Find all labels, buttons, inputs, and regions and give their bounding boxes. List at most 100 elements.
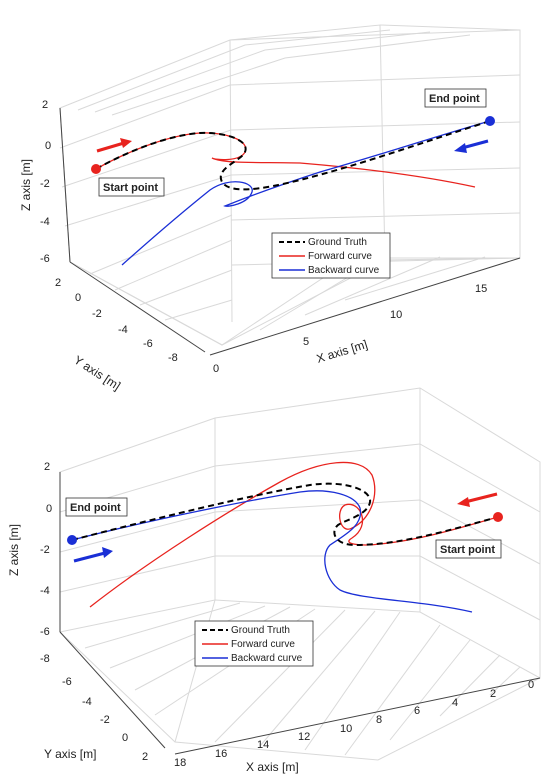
grid-line: [59, 599, 541, 679]
legend-entry: Forward curve: [231, 639, 295, 650]
z-tick: -4: [40, 216, 50, 228]
x-tick: 5: [303, 336, 309, 348]
grid-line: [114, 239, 233, 291]
grid-line: [439, 654, 501, 717]
plot-top: 2 0 -2 -4 -6 2 0 -2 -4 -6 -8 0 5 10 15 Z…: [19, 24, 521, 393]
grid-line: [59, 499, 541, 565]
y-tick: -2: [92, 308, 102, 320]
y-tick: -8: [40, 653, 50, 665]
x-tick: 4: [452, 697, 458, 709]
end-point-label: End point: [70, 502, 121, 514]
x-axis-label: X axis [m]: [246, 760, 299, 774]
x-tick: 15: [475, 283, 487, 295]
grid-line: [59, 74, 521, 149]
legend-entry: Ground Truth: [231, 625, 290, 636]
y-tick: -4: [118, 324, 128, 336]
legend-entry: Backward curve: [308, 265, 380, 276]
x-tick: 0: [213, 363, 219, 375]
y-tick: 0: [122, 732, 128, 744]
y-axis-label: Y axis [m]: [44, 747, 96, 761]
end-marker: [485, 116, 495, 126]
x-tick: 0: [528, 679, 534, 691]
y-tick: 0: [75, 292, 81, 304]
z-tick: -6: [40, 253, 50, 265]
grid-line: [344, 256, 486, 301]
legend-top: Ground Truth Forward curve Backward curv…: [271, 232, 391, 279]
start-marker: [493, 512, 503, 522]
y-tick: -4: [82, 696, 92, 708]
backward-arrow-icon: [454, 139, 489, 153]
z-tick: 2: [42, 99, 48, 111]
x-axis-line: [174, 677, 541, 755]
end-point-label: End point: [429, 93, 480, 105]
y-tick: 2: [55, 277, 61, 289]
z-tick: -2: [40, 544, 50, 556]
grid-line: [139, 269, 233, 306]
z-axis-line: [59, 107, 71, 263]
y-axis-line: [59, 631, 166, 749]
start-point-callout: Start point: [435, 539, 502, 559]
grid-line: [489, 666, 521, 696]
grid-line: [389, 639, 471, 741]
y-axis-line: [69, 261, 206, 353]
grid-line: [94, 31, 431, 113]
legend-entry: Backward curve: [231, 653, 303, 664]
x-tick: 10: [340, 723, 352, 735]
plot-bottom: 2 0 -2 -4 -6 -8 -6 -4 -2 0 2 18 16 14 12…: [7, 387, 541, 774]
x-tick: 12: [298, 731, 310, 743]
end-point-callout: End point: [424, 88, 487, 108]
series-forward-curve: [95, 132, 476, 188]
grid-line: [214, 609, 346, 743]
x-axis-line: [209, 257, 521, 356]
y-tick: 2: [142, 751, 148, 763]
end-point-callout: End point: [65, 497, 128, 517]
series-forward-curve: [89, 461, 499, 608]
grid-line: [109, 605, 266, 669]
z-tick: 0: [45, 140, 51, 152]
grid-line: [229, 29, 521, 41]
x-tick: 16: [215, 748, 227, 760]
backward-arrow-icon: [73, 547, 113, 563]
x-tick: 8: [376, 714, 382, 726]
x-tick: 2: [490, 688, 496, 700]
grid-line: [69, 259, 351, 346]
x-tick: 18: [174, 757, 186, 769]
series-backward-curve: [121, 120, 491, 266]
grid-line: [77, 29, 391, 111]
forward-arrow-icon: [96, 138, 132, 153]
grid-line: [111, 34, 471, 116]
grid-line: [304, 256, 441, 316]
legend-entry: Forward curve: [308, 251, 372, 262]
legend-bottom: Ground Truth Forward curve Backward curv…: [194, 620, 314, 667]
z-tick: -6: [40, 626, 50, 638]
y-axis-label: Y axis [m]: [71, 353, 123, 393]
grid-line: [59, 443, 541, 513]
forward-arrow-icon: [457, 492, 498, 507]
grid-bottom: [59, 387, 541, 761]
grid-line: [89, 214, 233, 275]
grid-line: [59, 555, 541, 621]
grid-line: [344, 624, 441, 756]
start-marker: [91, 164, 101, 174]
grid-line: [259, 610, 376, 747]
start-point-label: Start point: [103, 182, 158, 194]
grid-line: [64, 167, 521, 227]
x-tick: 10: [390, 309, 402, 321]
grid-line: [229, 39, 233, 323]
grid-line: [379, 24, 521, 261]
y-tick: -6: [143, 338, 153, 350]
end-marker: [67, 535, 77, 545]
x-tick: 14: [257, 739, 269, 751]
series-backward-curve: [71, 490, 473, 613]
grid-line: [304, 611, 401, 751]
z-axis-label: Z axis [m]: [19, 159, 33, 211]
x-axis-label: X axis [m]: [315, 337, 369, 366]
y-tick: -2: [100, 714, 110, 726]
z-tick: -4: [40, 585, 50, 597]
series-ground-truth: [71, 482, 499, 547]
z-tick: 0: [46, 503, 52, 515]
grid-line: [84, 602, 241, 649]
y-tick: -8: [168, 352, 178, 364]
z-tick: 2: [44, 461, 50, 473]
